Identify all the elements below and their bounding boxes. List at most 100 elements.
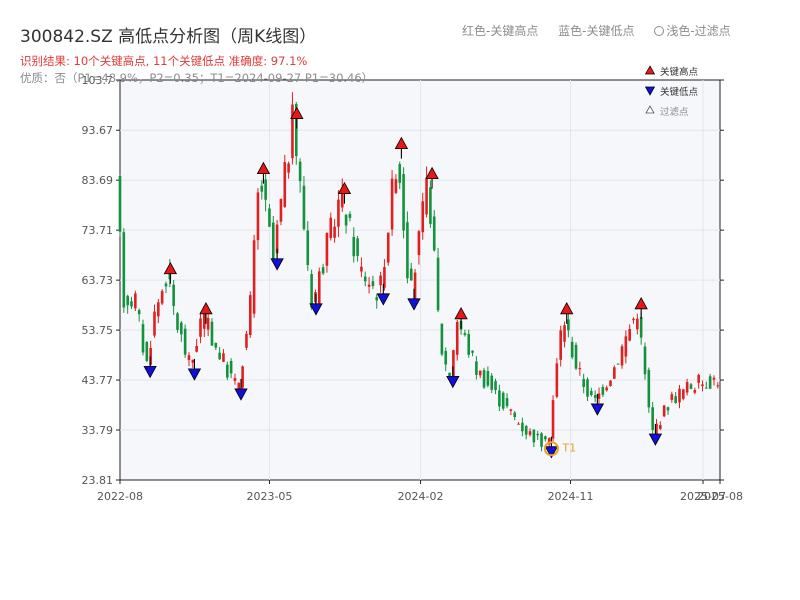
x-tick-label: 2024-02 [398,490,444,503]
key-high-markers [163,106,648,329]
candle-body [697,374,700,383]
candle-body [153,311,156,336]
color-key-red: 红色-关键高点 [462,24,539,38]
recognition-summary: 识别结果: 10个关键高点, 11个关键低点 准确度: 97.1% [20,54,308,68]
candle-body [632,318,635,321]
candle-body [521,422,524,432]
candle-body [712,377,716,380]
candle-body [298,161,302,182]
candle-body [590,390,593,396]
candle-body [406,222,409,279]
candle-body [701,384,704,387]
candle-body [674,396,677,404]
candle-body [613,367,616,379]
candle-body [670,394,674,400]
color-key-light-item: 浅色-过滤点 [654,24,746,38]
candle-body [436,257,440,311]
candle-body [210,321,214,346]
candle-body [478,370,482,376]
candle-body [402,174,405,231]
candle-body [187,355,191,361]
y-tick-label: 53.75 [82,324,114,337]
x-axis: 2022-08 2023-05 2024-02 2024-11 2025-072025-… [97,480,743,503]
key-high-marker [425,166,439,180]
candle-body [651,407,654,430]
candle-body [547,438,551,445]
grid-lines [120,80,720,480]
candle-body [383,266,386,288]
candle-body [413,272,417,303]
candle-body [222,353,225,362]
candle-body [360,266,363,272]
candle-body [482,370,486,388]
candle-body [463,333,467,335]
key-low-marker [590,403,605,416]
candle-body [429,187,432,224]
candle-body [643,346,647,375]
candle-body [452,350,455,380]
candle-body [578,368,582,370]
candle-body [371,281,375,287]
legend-low-label: 关键低点 [660,86,699,98]
candle-body [425,177,428,215]
candle-body [206,317,210,330]
candle-body [237,382,241,390]
candle-body [693,389,697,393]
candle-body [551,400,555,439]
y-tick-label: 43.77 [82,374,114,387]
candle-body [344,214,348,226]
candle-body [716,385,720,387]
key-low-marker [376,293,390,306]
candle-body [705,387,708,389]
candle-body [321,267,325,274]
candle-body [203,312,206,329]
candle-body [567,319,570,331]
candle-body [199,318,202,337]
key-high-marker [394,136,409,149]
candle-body [685,382,689,393]
color-key-light: 浅色-过滤点 [666,24,731,38]
key-low-markers [143,248,663,459]
key-low-marker [446,376,460,389]
candle-body [160,291,164,304]
candle-body [524,425,528,435]
candle-body [494,381,497,391]
legend-filtered-icon [645,105,655,114]
candle-body [176,313,179,330]
candle-body [559,330,562,360]
candle-body [574,344,578,369]
quality-status: 优质：否（P1=48.9%，P2=0.35；T1=2024-09-27 P1=3… [20,71,374,85]
key-high-marker [290,106,304,119]
key-low-marker [407,298,421,311]
y-tick-label: 103.7 [82,74,114,87]
candle-body [666,407,670,411]
candle-body [325,233,329,266]
y-tick-label: 33.79 [82,424,114,437]
candle-body [620,346,624,366]
candle-body [586,379,589,397]
candle-body [180,322,183,335]
candle-body [275,224,279,254]
candle-body [444,351,448,365]
candle-body [498,390,501,407]
candle-body [252,240,256,314]
x-tick-label: 2023-05 [246,490,292,503]
candle-body [455,321,459,355]
candle-body [398,164,402,183]
candle-body [440,323,444,355]
candle-body [348,213,352,218]
candle-body [486,370,490,386]
candle-body [245,333,248,348]
candle-body [294,103,298,157]
x-tick-label: 2025-08 [697,490,743,503]
candle-body [597,393,601,399]
candle-body [122,232,126,308]
candle-body [509,409,513,411]
candle-body [329,217,333,239]
candle-body [513,412,517,418]
candle-body [379,275,382,286]
candle-body [517,423,520,425]
candle-body [306,230,310,266]
candle-body [134,293,137,309]
candle-body [540,433,543,447]
